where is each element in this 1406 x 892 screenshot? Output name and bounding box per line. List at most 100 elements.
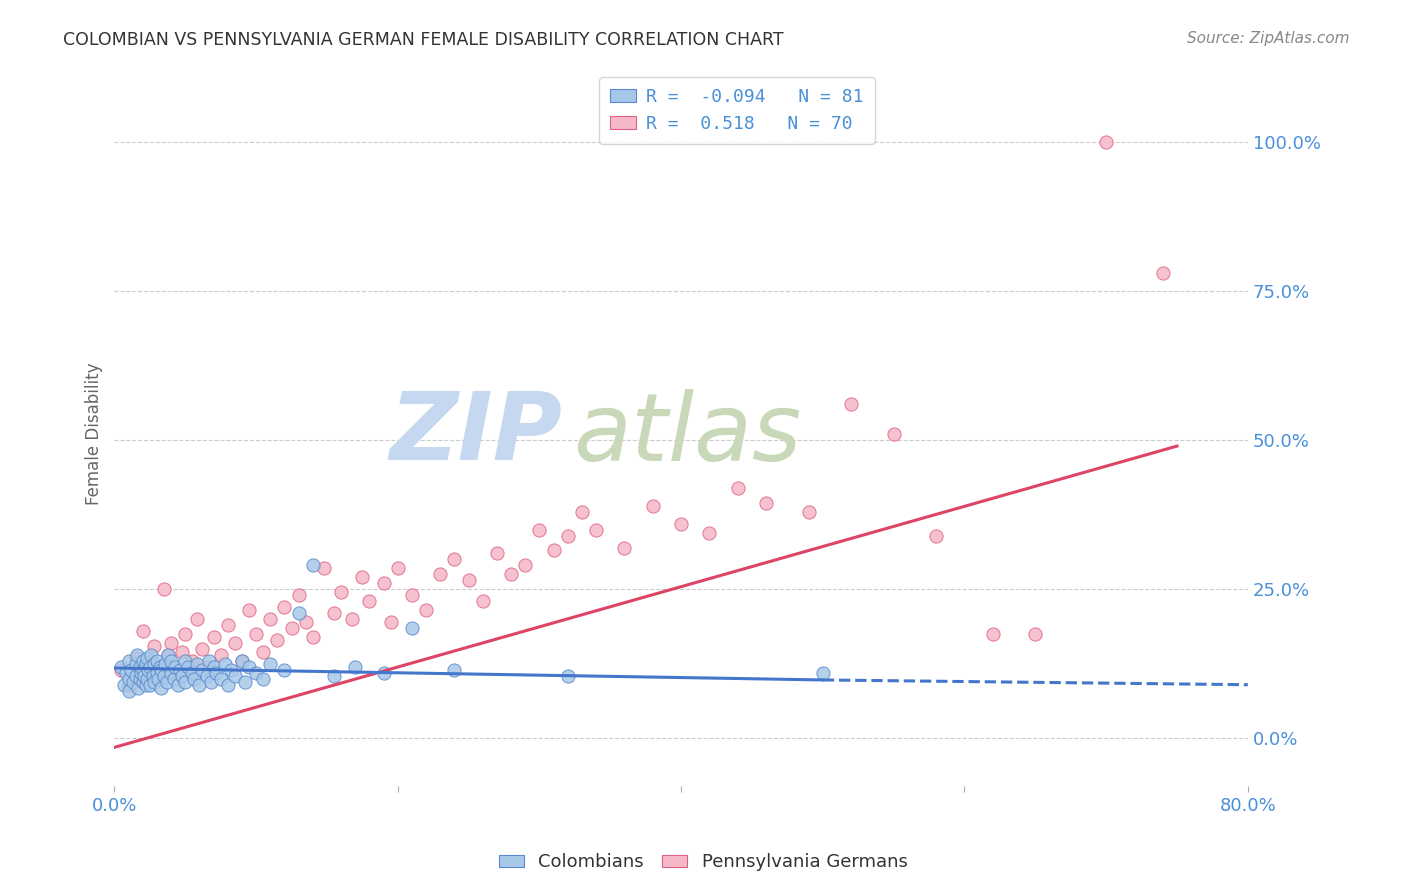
Point: [359, 594, 381, 608]
Point: [925, 528, 948, 542]
Point: [146, 654, 169, 668]
Point: [342, 612, 364, 626]
Point: [132, 663, 155, 677]
Point: [139, 660, 162, 674]
Point: [1152, 266, 1174, 280]
Point: [124, 669, 146, 683]
Point: [557, 528, 579, 542]
Point: [200, 674, 222, 689]
Point: [156, 674, 179, 689]
Point: [134, 669, 156, 683]
Point: [167, 663, 190, 677]
Point: [110, 663, 132, 677]
Point: [238, 660, 260, 674]
Point: [139, 654, 162, 668]
Point: [188, 678, 211, 692]
Point: [471, 594, 494, 608]
Point: [224, 669, 246, 683]
Point: [138, 663, 160, 677]
Point: [266, 632, 288, 647]
Point: [883, 427, 905, 442]
Point: [124, 651, 146, 665]
Point: [148, 672, 170, 686]
Point: [1095, 135, 1118, 149]
Point: [301, 558, 323, 573]
Point: [202, 660, 225, 674]
Point: [174, 627, 197, 641]
Point: [401, 621, 423, 635]
Point: [128, 681, 150, 695]
Y-axis label: Female Disability: Female Disability: [86, 363, 103, 506]
Point: [163, 672, 186, 686]
Point: [515, 558, 537, 573]
Point: [160, 636, 183, 650]
Point: [259, 612, 281, 626]
Text: Source: ZipAtlas.com: Source: ZipAtlas.com: [1187, 31, 1350, 46]
Point: [132, 674, 155, 689]
Point: [132, 624, 155, 638]
Point: [233, 674, 256, 689]
Point: [214, 657, 236, 671]
Point: [181, 665, 204, 680]
Text: atlas: atlas: [574, 389, 801, 480]
Point: [150, 663, 173, 677]
Point: [157, 648, 180, 662]
Point: [117, 683, 139, 698]
Point: [112, 678, 135, 692]
Point: [224, 636, 246, 650]
Point: [839, 397, 862, 411]
Point: [287, 588, 309, 602]
Point: [231, 654, 253, 668]
Point: [323, 669, 346, 683]
Point: [149, 660, 172, 674]
Point: [157, 648, 180, 662]
Point: [191, 641, 214, 656]
Point: [155, 657, 177, 671]
Point: [245, 665, 267, 680]
Point: [301, 630, 323, 644]
Point: [443, 552, 465, 566]
Point: [117, 654, 139, 668]
Point: [217, 618, 239, 632]
Point: [641, 499, 664, 513]
Legend: R =  -0.094   N = 81, R =  0.518   N = 70: R = -0.094 N = 81, R = 0.518 N = 70: [599, 77, 875, 144]
Point: [129, 672, 152, 686]
Point: [181, 654, 204, 668]
Point: [124, 657, 146, 671]
Point: [811, 665, 834, 680]
Point: [167, 678, 190, 692]
Point: [172, 669, 194, 683]
Point: [160, 654, 183, 668]
Point: [387, 561, 409, 575]
Point: [142, 669, 165, 683]
Point: [294, 615, 316, 629]
Point: [153, 669, 176, 683]
Point: [139, 678, 162, 692]
Point: [344, 660, 367, 674]
Point: [205, 665, 228, 680]
Point: [135, 657, 157, 671]
Point: [543, 543, 565, 558]
Point: [613, 541, 636, 555]
Point: [273, 663, 295, 677]
Point: [120, 663, 142, 677]
Point: [209, 672, 232, 686]
Point: [117, 678, 139, 692]
Point: [160, 665, 183, 680]
Point: [186, 612, 208, 626]
Point: [141, 648, 163, 662]
Point: [169, 663, 191, 677]
Point: [373, 665, 395, 680]
Point: [217, 678, 239, 692]
Point: [146, 665, 169, 680]
Point: [252, 645, 274, 659]
Point: [125, 648, 148, 662]
Point: [129, 660, 152, 674]
Point: [231, 654, 253, 668]
Point: [135, 678, 157, 692]
Point: [153, 582, 176, 597]
Point: [669, 516, 692, 531]
Point: [457, 574, 479, 588]
Point: [699, 525, 721, 540]
Point: [191, 663, 214, 677]
